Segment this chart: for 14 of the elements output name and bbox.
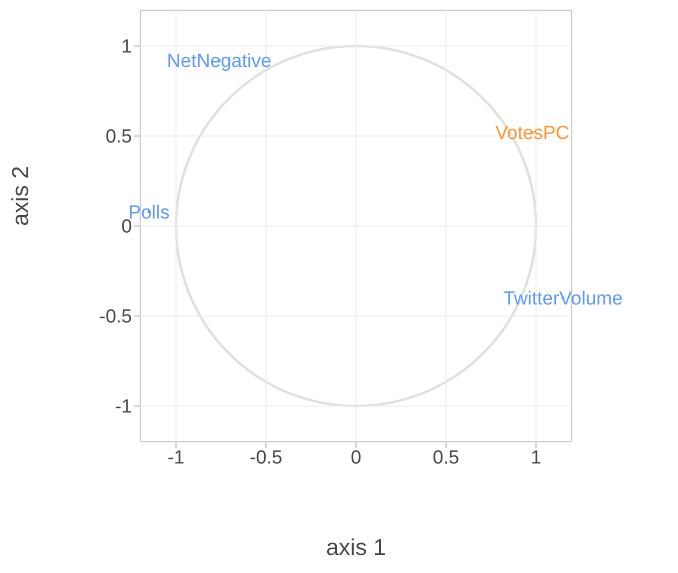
series-label: NetNegative <box>166 51 272 72</box>
y-tick-label: 0.5 <box>106 126 132 148</box>
x-axis-title: axis 1 <box>326 534 386 560</box>
y-tick-label: 1 <box>121 36 132 58</box>
series-label: TwitterVolume <box>503 288 623 310</box>
y-tick-label: -1 <box>115 396 132 418</box>
x-tick-label: 0.5 <box>432 447 460 468</box>
x-tick-label: 0 <box>350 447 362 468</box>
series-label: VotesPC <box>495 123 570 144</box>
x-tick-label: -0.5 <box>250 447 282 468</box>
y-tick-label: -0.5 <box>99 306 132 328</box>
x-tick-label: 1 <box>530 447 542 468</box>
x-tick-label: -1 <box>168 447 184 468</box>
y-axis-title: axis 2 <box>7 166 34 226</box>
